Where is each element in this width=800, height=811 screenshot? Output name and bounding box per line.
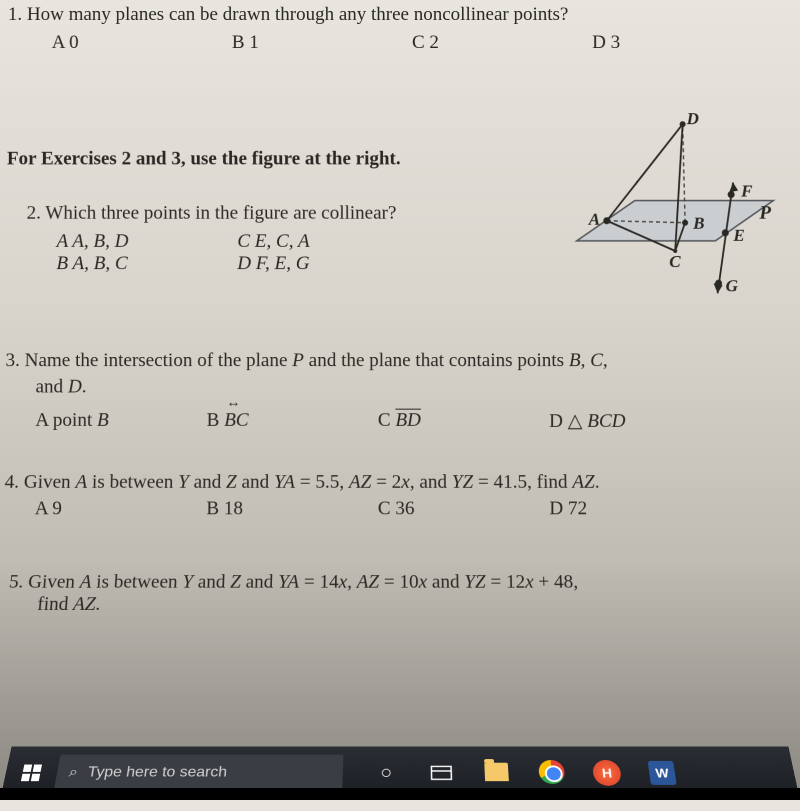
taskview-icon[interactable] — [418, 754, 466, 793]
q5-prompt: 5. Given A is between Y and Z and YA = 1… — [6, 572, 786, 616]
label-p: P — [758, 203, 771, 224]
q1-prompt: 1. How many planes can be drawn through … — [8, 4, 780, 26]
q3-choices: A point B B BC C BD D △ BCD — [35, 410, 783, 433]
taskbar-search[interactable]: ⌕ Type here to search — [54, 755, 344, 792]
taskbar-icons: ○ H W — [362, 754, 689, 793]
q3-choice-c: C BD — [378, 410, 549, 433]
screen-bezel — [0, 788, 800, 800]
q5-line2: find AZ. — [36, 594, 786, 616]
point-f — [728, 191, 735, 198]
q3-number: 3. — [5, 350, 19, 371]
point-b — [682, 220, 688, 226]
question-2: 2. Which three points in the figure are … — [26, 203, 569, 276]
point-d — [680, 121, 686, 127]
q2-choice-a: A A, B, D — [56, 231, 128, 252]
q1-choices: A 0 B 1 C 2 D 3 — [8, 32, 781, 54]
q2-choice-c: C E, C, A — [237, 231, 309, 252]
q1-choice-a: A 0 — [52, 32, 232, 54]
point-a — [603, 217, 610, 224]
q4-choice-d: D 72 — [549, 498, 721, 520]
q3-prompt: 3. Name the intersection of the plane P … — [5, 348, 782, 400]
word-icon[interactable]: W — [636, 754, 689, 793]
label-g: G — [726, 276, 739, 295]
question-3: 3. Name the intersection of the plane P … — [5, 348, 783, 433]
q1-text: How many planes can be drawn through any… — [27, 4, 569, 25]
label-b: B — [692, 214, 704, 233]
cortana-icon[interactable]: ○ — [362, 754, 410, 793]
q1-choice-c: C 2 — [412, 32, 592, 54]
search-icon: ⌕ — [67, 765, 79, 782]
q4-text: Given A is between Y and Z and YA = 5.5,… — [23, 472, 599, 493]
label-a: A — [588, 210, 600, 229]
q1-number: 1. — [8, 4, 22, 25]
chrome-icon[interactable] — [527, 754, 578, 793]
question-1: 1. How many planes can be drawn through … — [8, 4, 781, 54]
geometry-figure: A B C D E F G P — [564, 110, 786, 321]
q4-number: 4. — [4, 472, 19, 493]
q2-choice-b: B A, B, C — [56, 253, 127, 274]
q3-line2: and D. — [35, 374, 782, 400]
q3-choice-b: B BC — [207, 410, 378, 433]
q4-choice-a: A 9 — [35, 498, 207, 520]
section-instruction: For Exercises 2 and 3, use the figure at… — [7, 148, 401, 170]
q3-line1: Name the intersection of the plane P and… — [25, 350, 608, 371]
q1-choice-b: B 1 — [232, 32, 412, 54]
label-f: F — [740, 181, 753, 200]
arrow-f — [729, 182, 738, 192]
label-e: E — [732, 226, 745, 245]
q1-choice-d: D 3 — [592, 32, 772, 54]
file-explorer-icon[interactable] — [472, 754, 521, 793]
q3-choice-d: D △ BCD — [549, 410, 720, 433]
q2-choice-d: D F, E, G — [237, 253, 309, 274]
point-g — [715, 280, 722, 287]
label-c: C — [669, 252, 681, 271]
q4-choices: A 9 B 18 C 36 D 72 — [35, 498, 784, 520]
q2-text: Which three points in the figure are col… — [45, 203, 396, 224]
search-placeholder: Type here to search — [86, 765, 228, 782]
label-d: D — [686, 110, 699, 128]
question-5: 5. Given A is between Y and Z and YA = 1… — [8, 571, 784, 616]
point-e — [722, 229, 729, 236]
q5-number: 5. — [8, 572, 24, 593]
q2-number: 2. — [27, 203, 41, 224]
q4-choice-b: B 18 — [206, 498, 378, 520]
q3-choice-a: A point B — [35, 410, 206, 433]
q2-prompt: 2. Which three points in the figure are … — [27, 203, 569, 225]
question-4: 4. Given A is between Y and Z and YA = 5… — [4, 472, 783, 521]
start-button[interactable] — [2, 755, 61, 792]
q4-prompt: 4. Given A is between Y and Z and YA = 5… — [4, 472, 783, 494]
q5-line1: Given A is between Y and Z and YA = 14x,… — [27, 572, 578, 593]
app-h-icon[interactable]: H — [581, 754, 633, 793]
q4-choice-c: C 36 — [378, 498, 550, 520]
q2-choices: A A, B, D C E, C, A B A, B, C D F, E, G — [56, 231, 568, 275]
